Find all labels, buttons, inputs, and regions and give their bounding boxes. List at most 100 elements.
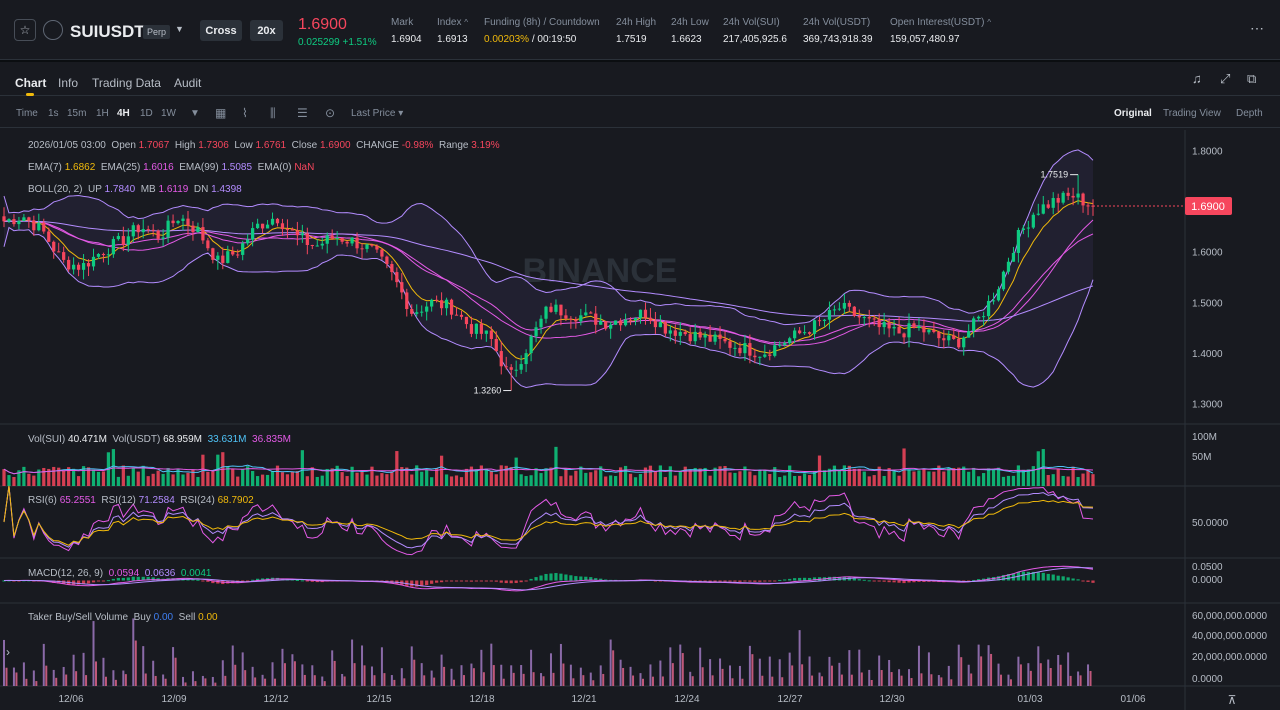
interval-4h[interactable]: 4H — [117, 108, 130, 119]
stat-label: 24h Vol(USDT) — [803, 17, 871, 28]
volume-bar — [991, 468, 996, 486]
interval-1d[interactable]: 1D — [140, 108, 153, 119]
taker-buy-bar — [552, 672, 555, 686]
taker-buy-bar — [840, 674, 843, 686]
candle-body — [12, 219, 16, 225]
taker-sell-bar — [947, 665, 950, 686]
volume-bar — [91, 469, 96, 486]
candle-body — [986, 300, 991, 317]
drawing-icon[interactable]: ⊙ — [325, 106, 336, 120]
candle-body — [1001, 271, 1006, 290]
interval-15m[interactable]: 15m — [67, 108, 87, 119]
candle-body — [320, 243, 324, 246]
view-trading-view[interactable]: Trading View — [1163, 108, 1221, 119]
interval-1s[interactable]: 1s — [48, 108, 59, 119]
collapse-panel-icon[interactable]: › — [6, 645, 10, 659]
star-icon[interactable]: ☆ — [14, 19, 36, 41]
taker-sell-bar — [82, 652, 85, 686]
candle-body — [489, 330, 493, 339]
taker-sell-bar — [281, 648, 284, 686]
candle-body — [643, 309, 648, 318]
candle-body — [151, 229, 155, 231]
date-axis-label: 01/06 — [1120, 694, 1145, 705]
candle-body — [449, 299, 454, 315]
price-change-pct: +1.51% — [342, 37, 377, 48]
macd-histogram-bar — [86, 580, 91, 584]
volume-bar — [788, 465, 792, 486]
volume-bar — [728, 472, 732, 486]
stat-open-interest: Open Interest(USDT) ^ 159,057,480.97 — [890, 17, 991, 45]
interval-dropdown-icon[interactable]: ▼ — [190, 108, 200, 119]
volume-bar — [544, 468, 548, 486]
view-original[interactable]: Original — [1114, 108, 1152, 119]
volume-bar — [380, 473, 384, 486]
taker-sell-bar — [102, 657, 105, 686]
symbol-name[interactable]: SUIUSDT — [70, 22, 145, 41]
macd-histogram-bar — [81, 580, 86, 584]
settings-icon[interactable]: ☰ — [297, 106, 308, 120]
volume-bar — [325, 468, 329, 486]
candle-body — [385, 256, 389, 265]
candle-body — [991, 300, 996, 302]
taker-sell-bar — [510, 665, 513, 686]
taker-buy-bar — [950, 679, 953, 686]
volume-bar — [370, 466, 374, 486]
symbol-dropdown-icon[interactable]: ▼ — [175, 24, 184, 34]
macd-histogram-bar — [981, 578, 986, 581]
taker-axis-label: 60,000,000.0000 — [1192, 611, 1268, 622]
taker-buy-bar — [134, 640, 137, 686]
taker-buy-bar — [393, 679, 396, 686]
calendar-icon[interactable]: ▦ — [215, 106, 227, 120]
volume-bar — [837, 469, 842, 486]
volume-bar — [1086, 470, 1090, 486]
taker-buy-bar — [522, 673, 525, 686]
candle-body — [932, 329, 936, 332]
volume-bar — [47, 468, 51, 486]
tab-info[interactable]: Info — [58, 76, 79, 90]
volume-bar — [574, 470, 578, 486]
macd-histogram-bar — [126, 577, 130, 581]
macd-histogram-bar — [996, 576, 1001, 581]
price-axis-label: 1.3000 — [1192, 400, 1223, 411]
macd-histogram-bar — [121, 577, 125, 581]
macd-histogram-bar — [315, 580, 319, 583]
taker-buy-bar — [1039, 663, 1042, 686]
leverage-button[interactable]: 20x — [250, 20, 283, 41]
candle-body — [355, 237, 359, 249]
candlestick-chart[interactable]: 1.80001.70001.60001.50001.40001.3000BINA… — [0, 130, 1280, 710]
volume-bar — [355, 472, 359, 486]
candle-body — [604, 321, 608, 329]
candle-type-icon[interactable]: ⫼ — [270, 106, 276, 120]
candle-body — [907, 323, 911, 338]
margin-mode-button[interactable]: Cross — [200, 20, 242, 41]
candle-body — [683, 331, 687, 335]
tab-audit[interactable]: Audit — [174, 76, 202, 90]
candle-body — [255, 223, 260, 229]
taker-buy-bar — [721, 668, 724, 686]
interval-1h[interactable]: 1H — [96, 108, 109, 119]
view-depth[interactable]: Depth — [1236, 108, 1263, 119]
candle-body — [131, 225, 135, 237]
macd-histogram-bar — [191, 579, 195, 581]
indicator-icon[interactable]: ⌇ — [242, 106, 248, 120]
macd-histogram-bar — [708, 580, 712, 582]
candle-body — [1061, 192, 1065, 203]
more-icon[interactable]: ⋯ — [1250, 20, 1264, 36]
taker-sell-bar — [748, 645, 751, 686]
price-type-select[interactable]: Last Price ▾ — [351, 108, 404, 119]
popout-icon[interactable]: ⧉ — [1247, 71, 1257, 86]
macd-histogram-bar — [832, 576, 837, 581]
tab-trading-data[interactable]: Trading Data — [92, 76, 161, 90]
taker-buy-bar — [612, 650, 615, 686]
volume-bar — [519, 474, 523, 486]
reset-scale-icon[interactable]: ⊼ — [1228, 693, 1237, 707]
fullscreen-icon[interactable]: ⤢ — [1220, 71, 1231, 86]
taker-buy-bar — [761, 675, 764, 686]
macd-histogram-bar — [1056, 575, 1060, 581]
interval-time[interactable]: Time — [16, 108, 38, 119]
tab-chart[interactable]: Chart — [15, 76, 47, 90]
taker-sell-bar — [699, 647, 702, 686]
volume-bar — [907, 469, 911, 486]
alert-bell-icon[interactable]: ♫ — [1192, 71, 1202, 86]
interval-1w[interactable]: 1W — [161, 108, 176, 119]
